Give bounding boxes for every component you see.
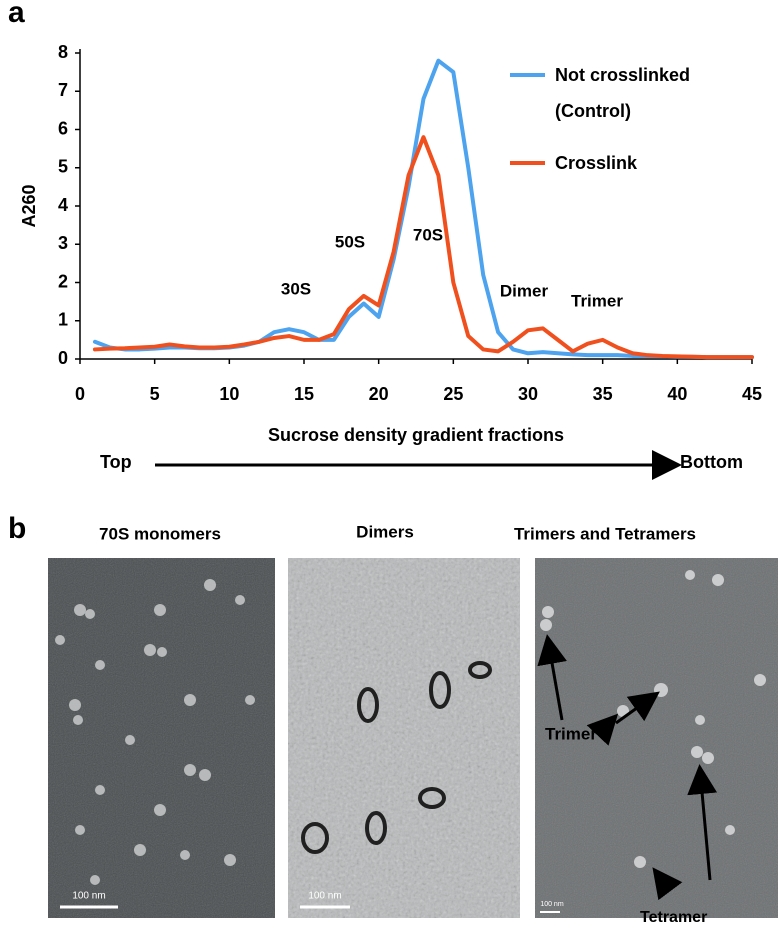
- x-axis-label: Sucrose density gradient fractions: [268, 425, 564, 445]
- annotation: Trimer: [571, 291, 623, 310]
- x-tick-label: 15: [294, 384, 314, 404]
- y-tick-label: 2: [58, 271, 68, 291]
- y-axis-label: A260: [19, 184, 39, 227]
- annotation: 30S: [281, 279, 311, 298]
- annotation: 50S: [335, 232, 365, 251]
- y-tick-label: 0: [58, 348, 68, 368]
- callout-label: Tetramer: [640, 909, 707, 926]
- x-tick-label: 5: [150, 384, 160, 404]
- callout-label: Trimer: [545, 724, 597, 743]
- scale-bar-label: 100 nm: [308, 891, 341, 902]
- y-tick-label: 6: [58, 118, 68, 138]
- y-tick-label: 1: [58, 310, 68, 330]
- panel-label: a: [8, 0, 25, 29]
- data-line: [92, 135, 754, 360]
- annotation: Dimer: [500, 281, 549, 300]
- annotation: 70S: [413, 225, 443, 244]
- micrograph: 100 nm: [288, 558, 520, 918]
- x-tick-label: 25: [443, 384, 463, 404]
- y-tick-label: 7: [58, 80, 68, 100]
- panel-title: Dimers: [356, 522, 414, 541]
- panel-label: b: [8, 512, 26, 545]
- x-tick-label: 35: [593, 384, 613, 404]
- y-tick-label: 4: [58, 195, 68, 215]
- legend-label: Crosslink: [555, 153, 638, 173]
- micrograph: 100 nm Trimer Tetramer: [535, 558, 778, 926]
- scale-bar-label: 100 nm: [540, 901, 564, 908]
- x-tick-label: 30: [518, 384, 538, 404]
- x-tick-label: 10: [219, 384, 239, 404]
- direction-label: Bottom: [680, 452, 743, 472]
- y-tick-label: 3: [58, 233, 68, 253]
- legend-label: Not crosslinked (Control): [555, 65, 691, 121]
- x-tick-label: 45: [742, 384, 762, 404]
- x-tick-label: 0: [75, 384, 85, 404]
- scale-bar-label: 100 nm: [72, 891, 105, 902]
- y-tick-label: 8: [58, 42, 68, 62]
- direction-label: Top: [100, 452, 132, 472]
- x-tick-label: 40: [667, 384, 687, 404]
- x-tick-label: 20: [369, 384, 389, 404]
- micrograph: 100 nm: [48, 558, 275, 918]
- panel-title: 70S monomers: [99, 524, 221, 543]
- y-tick-label: 5: [58, 157, 68, 177]
- panel-title: Trimers and Tetramers: [514, 524, 696, 543]
